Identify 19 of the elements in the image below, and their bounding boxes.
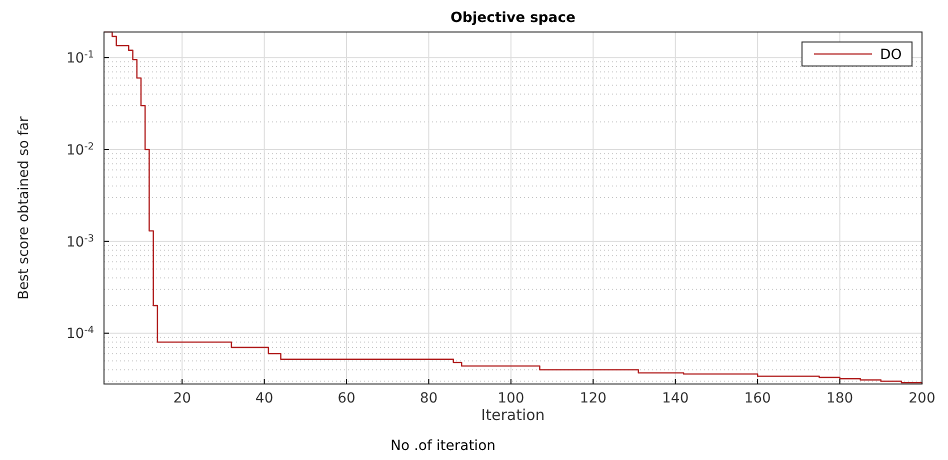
y-axis-title: Best score obtained so far [16, 116, 32, 300]
text: No .of iteration [390, 438, 496, 454]
y-tick-label: 10$^{-4}$ [66, 324, 94, 342]
y-tick-label: 10$^{-1}$ [66, 49, 94, 67]
y-tick-label: 10$^{-3}$ [66, 232, 94, 250]
x-tick-label: 180 [826, 390, 854, 406]
x-tick-label: 80 [420, 390, 438, 406]
x-tick-label: 100 [498, 390, 524, 406]
x-tick-label: 20 [173, 390, 192, 406]
y-tick-label: 10$^{-2}$ [66, 140, 94, 158]
chart-title: Objective space [450, 10, 576, 26]
x-tick-label: 160 [744, 390, 771, 406]
x-tick-label: 200 [908, 390, 936, 406]
x-tick-label: 140 [662, 390, 689, 406]
x-axis-title: Iteration [481, 406, 545, 424]
x-tick-label: 40 [255, 390, 274, 406]
x-tick-label: 60 [338, 390, 356, 406]
legend-label: DO [880, 46, 902, 63]
x-tick-label: 120 [580, 390, 607, 406]
